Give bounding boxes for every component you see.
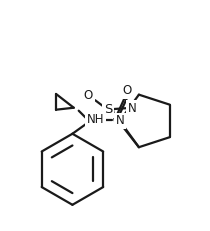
Text: N: N [128,102,137,115]
Text: S: S [104,103,112,116]
Text: O: O [84,89,93,102]
Text: N: N [116,114,124,128]
Text: O: O [122,85,132,97]
Text: NH: NH [87,113,104,126]
Text: O: O [89,118,99,131]
